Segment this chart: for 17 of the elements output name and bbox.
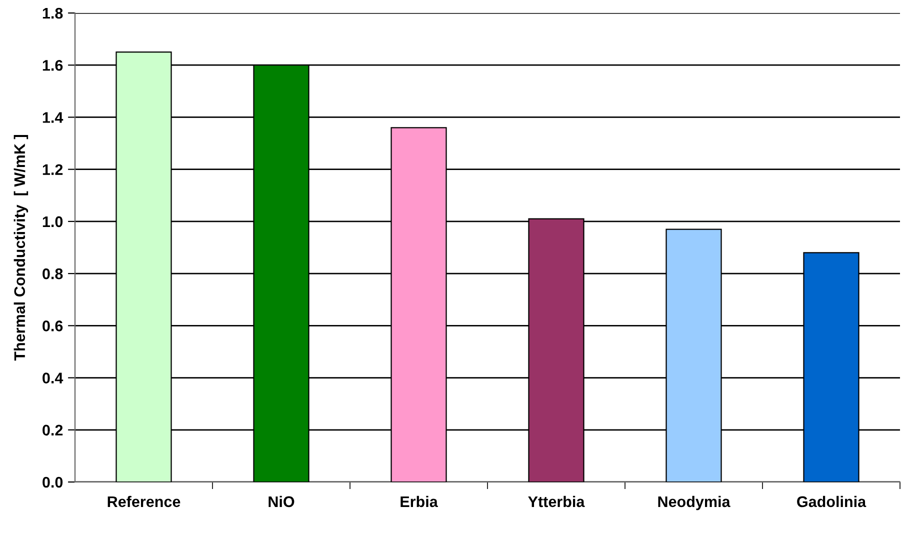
y-tick-label: 0.2: [42, 424, 63, 436]
y-axis-title: Thermal Conductivity [ W/mK ]: [14, 135, 28, 361]
x-tick-label: Erbia: [400, 496, 438, 508]
y-tick-label: 0.0: [42, 476, 63, 488]
x-tick-label: Neodymia: [658, 496, 730, 510]
y-tick-label: 0.6: [42, 320, 63, 332]
x-tick-label: Reference: [108, 496, 180, 508]
x-tick-label: Gadolinia: [797, 496, 866, 508]
y-tick-label: 1.6: [42, 60, 63, 71]
y-tick-label: 1.8: [42, 8, 63, 19]
y-tick-label: 1.0: [42, 216, 63, 228]
y-tick-label: 0.4: [42, 372, 64, 384]
y-tick-label: 0.8: [42, 268, 63, 280]
y-tick-label: 1.4: [42, 112, 64, 123]
x-tick-label: Ytterbia: [528, 496, 585, 508]
y-tick-label: 1.2: [42, 164, 63, 175]
x-tick-label: NiO: [268, 496, 294, 508]
